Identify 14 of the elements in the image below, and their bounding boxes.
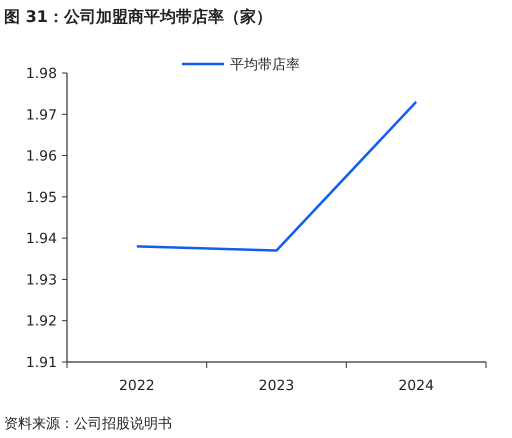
- y-tick-label: 1.98: [26, 66, 57, 82]
- y-tick-label: 1.95: [26, 190, 57, 206]
- y-tick-label: 1.97: [26, 107, 57, 124]
- y-tick-label: 1.96: [26, 148, 58, 165]
- y-tick-label: 1.94: [26, 231, 58, 248]
- text: 资料来源：公司招股说明书: [4, 416, 172, 432]
- x-tick-label: 2023: [258, 378, 294, 394]
- legend-label: 平均带店率: [230, 57, 300, 73]
- x-tick-label: 2024: [398, 378, 434, 394]
- y-tick-label: 1.92: [26, 314, 57, 330]
- y-tick-label: 1.91: [26, 355, 57, 371]
- x-tick-label: 2022: [119, 378, 155, 394]
- chart-title: 图 31：公司加盟商平均带店率（家）: [4, 7, 272, 26]
- y-tick-label: 1.93: [26, 272, 57, 288]
